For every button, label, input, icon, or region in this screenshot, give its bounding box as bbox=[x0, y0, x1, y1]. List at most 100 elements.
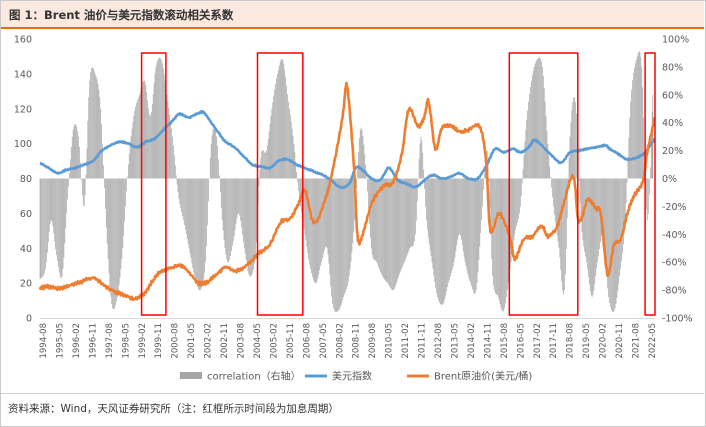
correlation-bar bbox=[214, 128, 216, 179]
correlation-bar bbox=[500, 178, 502, 308]
correlation-bar bbox=[429, 178, 431, 251]
correlation-bar bbox=[76, 126, 78, 179]
x-tick-group: 1995-05 bbox=[56, 323, 66, 359]
correlation-bar bbox=[185, 178, 187, 235]
x-tick-label: 1994-08 bbox=[39, 323, 49, 359]
correlation-bar bbox=[475, 178, 477, 291]
correlation-bar bbox=[434, 178, 436, 282]
correlation-bar bbox=[291, 128, 293, 179]
correlation-bar bbox=[105, 178, 107, 228]
correlation-bar bbox=[328, 178, 330, 264]
x-tick-group: 1996-11 bbox=[88, 323, 98, 359]
correlation-bar bbox=[533, 66, 535, 179]
correlation-bar bbox=[382, 178, 384, 278]
y-left-tick-label: 20 bbox=[20, 279, 32, 290]
correlation-bar bbox=[115, 178, 116, 306]
correlation-bar bbox=[412, 178, 413, 247]
correlation-bar bbox=[309, 178, 310, 265]
correlation-bar bbox=[252, 178, 253, 274]
correlation-bar bbox=[71, 136, 73, 179]
correlation-bar bbox=[305, 178, 307, 241]
correlation-bar bbox=[330, 178, 332, 287]
y-right-tick-label: 20% bbox=[662, 146, 683, 157]
correlation-bar bbox=[239, 178, 241, 216]
x-tick-group: 2013-05 bbox=[451, 323, 461, 359]
correlation-bar bbox=[420, 136, 422, 179]
correlation-bar bbox=[347, 178, 349, 282]
legend-label: correlation（右轴） bbox=[207, 370, 301, 383]
highlight-boxes bbox=[140, 52, 656, 316]
correlation-bar bbox=[189, 178, 191, 254]
hike-period-box bbox=[644, 52, 656, 316]
correlation-bar bbox=[499, 178, 501, 305]
hike-period-box bbox=[256, 52, 304, 316]
x-tick-group: 2021-08 bbox=[632, 323, 642, 359]
correlation-bar bbox=[646, 178, 647, 210]
x-tick-label: 2005-02 bbox=[269, 323, 279, 359]
correlation-bar bbox=[180, 178, 182, 209]
correlation-bar bbox=[279, 62, 281, 179]
correlation-bar bbox=[422, 152, 424, 179]
y-right-tick-label: -20% bbox=[662, 202, 687, 213]
correlation-bar bbox=[651, 137, 652, 179]
correlation-bar bbox=[462, 178, 464, 252]
correlation-bar bbox=[271, 108, 273, 179]
correlation-bar bbox=[184, 178, 185, 225]
correlation-bar bbox=[283, 63, 285, 179]
correlation-bar bbox=[451, 178, 453, 270]
correlation-bar bbox=[57, 178, 58, 261]
x-tick-group: 2005-02 bbox=[269, 323, 279, 359]
correlation-bar bbox=[555, 178, 557, 229]
correlation-bar bbox=[254, 178, 256, 256]
correlation-bar bbox=[74, 123, 76, 179]
correlation-bar bbox=[619, 178, 621, 277]
correlation-bar bbox=[532, 70, 534, 179]
correlation-bar bbox=[320, 178, 321, 266]
correlation-bar bbox=[528, 101, 529, 179]
x-tick-group: 2022-05 bbox=[648, 323, 658, 359]
correlation-bar bbox=[549, 166, 551, 179]
correlation-bar bbox=[362, 136, 364, 179]
correlation-bar bbox=[139, 94, 140, 179]
correlation-bar bbox=[131, 128, 133, 179]
x-tick-group: 2009-08 bbox=[368, 323, 378, 359]
correlation-bar bbox=[319, 178, 321, 270]
correlation-bar bbox=[265, 152, 266, 179]
axes: 0 20 40 60 80 100 120 140 160 -100% -80% -60% -40% -2… bbox=[14, 35, 693, 359]
correlation-bar bbox=[374, 178, 376, 261]
correlation-bar bbox=[47, 178, 48, 253]
correlation-bar bbox=[264, 152, 265, 179]
x-tick-group: 2003-08 bbox=[237, 323, 247, 359]
x-tick-label: 2002-02 bbox=[204, 323, 214, 359]
correlation-bar bbox=[454, 178, 456, 258]
correlation-bar bbox=[188, 178, 190, 249]
x-tick-group: 2002-11 bbox=[220, 323, 230, 359]
correlation-bar bbox=[216, 136, 218, 179]
correlation-bar bbox=[553, 178, 555, 215]
correlation-bar bbox=[476, 178, 478, 283]
correlation-bar bbox=[232, 178, 234, 242]
correlation-bar bbox=[285, 77, 287, 179]
correlation-bar bbox=[449, 178, 450, 280]
correlation-bar bbox=[73, 125, 75, 179]
correlation-bar bbox=[121, 178, 123, 259]
correlation-bar bbox=[193, 178, 195, 273]
correlation-bar bbox=[118, 178, 120, 286]
correlation-bar bbox=[312, 178, 314, 280]
correlation-bar bbox=[194, 178, 195, 277]
correlation-bar bbox=[632, 80, 633, 179]
correlation-bar bbox=[138, 97, 139, 179]
correlation-bar bbox=[284, 69, 286, 179]
correlation-bar bbox=[375, 178, 377, 261]
correlation-bar bbox=[634, 67, 635, 179]
correlation-bar bbox=[258, 178, 260, 187]
correlation-bar bbox=[89, 80, 91, 179]
correlation-bar bbox=[624, 178, 626, 221]
correlation-bar bbox=[123, 178, 125, 236]
correlation-bar bbox=[635, 59, 637, 179]
line-series bbox=[38, 81, 656, 302]
correlation-bar bbox=[203, 178, 205, 280]
correlation-bar bbox=[383, 178, 385, 279]
correlation-bar bbox=[277, 69, 279, 179]
correlation-bar bbox=[597, 178, 598, 263]
